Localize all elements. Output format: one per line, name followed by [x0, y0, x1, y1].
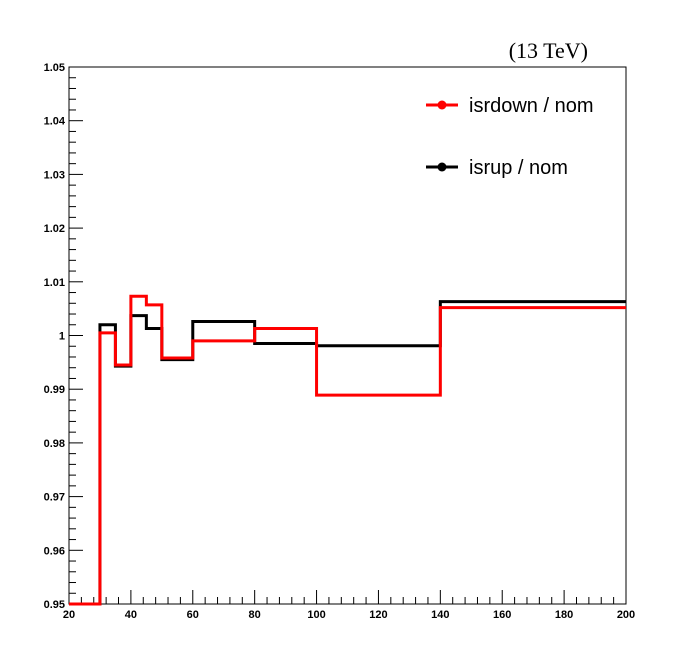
x-tick-label: 200	[617, 609, 635, 621]
x-tick-label: 120	[369, 609, 387, 621]
x-tick-label: 100	[307, 609, 325, 621]
y-tick-label: 1.03	[44, 169, 65, 181]
y-tick-label: 0.96	[44, 545, 65, 557]
legend: isrdown / nom isrup / nom	[426, 95, 594, 179]
y-tick-label: 0.98	[44, 438, 65, 450]
x-tick-label: 180	[555, 609, 573, 621]
series-layer	[69, 294, 626, 606]
legend-label: isrup / nom	[469, 157, 568, 179]
x-tick-label: 80	[249, 609, 261, 621]
y-tick-label: 1	[59, 331, 65, 343]
legend-marker	[437, 162, 447, 172]
x-tick-label: 160	[493, 609, 511, 621]
x-tick-label: 140	[431, 609, 449, 621]
series-line-isrdown	[69, 294, 626, 606]
y-tick-label: 1.02	[44, 223, 65, 235]
y-tick-label: 0.95	[44, 599, 65, 611]
legend-marker	[437, 100, 447, 110]
y-axis: 0.95 0.96 0.97 0.98 0.99 1 1.01 1.02 1.03 1.04 1.0…	[44, 62, 83, 611]
legend-label: isrdown / nom	[469, 95, 594, 117]
y-tick-label: 0.99	[44, 384, 65, 396]
y-tick-label: 1.01	[44, 277, 65, 289]
x-tick-label: 20	[63, 609, 75, 621]
y-tick-label: 1.05	[44, 62, 65, 74]
energy-label: (13 TeV)	[509, 38, 588, 63]
x-tick-label: 40	[125, 609, 137, 621]
y-tick-label: 0.97	[44, 492, 65, 504]
x-axis: 20 40 60 80 100 120 140 160 180 200	[63, 590, 635, 621]
y-tick-label: 1.04	[44, 116, 66, 128]
x-tick-label: 60	[187, 609, 199, 621]
